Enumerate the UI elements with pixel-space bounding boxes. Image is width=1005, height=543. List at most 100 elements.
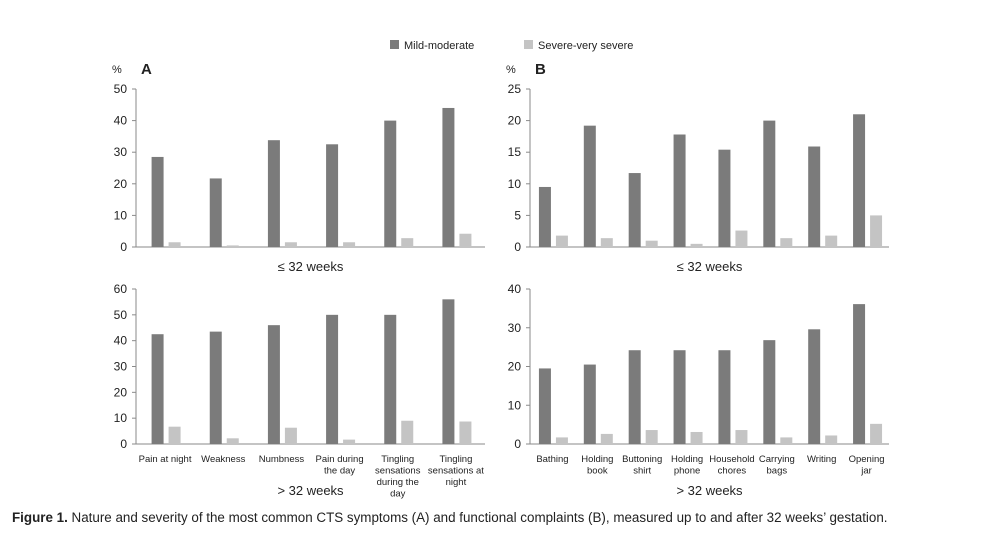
x-axis-label: ≤ 32 weeks	[677, 259, 743, 274]
y-tick-label: 10	[114, 411, 128, 425]
category-label-4: Pain during the day	[316, 454, 364, 477]
bar-severe-5	[401, 420, 414, 444]
y-tick-label: 40	[114, 114, 128, 128]
bar-mild-moderate-5	[718, 350, 731, 444]
category-label-3: Buttoning shirt	[622, 454, 662, 477]
legend: Mild-moderate Severe-very severe	[390, 40, 633, 52]
legend-swatch-1	[390, 40, 399, 49]
bar-severe-8	[870, 423, 883, 444]
category-label-5: Household chores	[709, 454, 754, 477]
bar-severe-3	[284, 242, 297, 247]
bar-severe-4	[343, 242, 356, 247]
bar-severe-3	[645, 240, 658, 247]
bar-mild-moderate-6	[442, 107, 455, 248]
bar-mild-moderate-2	[583, 364, 596, 444]
legend-swatch-2	[524, 40, 533, 49]
y-tick-label: 30	[508, 321, 522, 335]
y-tick-label: 10	[508, 398, 522, 412]
y-unit-label: %	[112, 64, 122, 76]
y-tick-label: 30	[114, 145, 128, 159]
bar-severe-1	[555, 235, 568, 247]
bar-severe-5	[735, 430, 748, 444]
y-tick-label: 50	[114, 82, 128, 96]
bar-severe-6	[780, 437, 793, 444]
bar-severe-1	[168, 242, 181, 247]
bar-mild-moderate-1	[538, 186, 551, 247]
bar-severe-3	[284, 427, 297, 444]
bar-severe-4	[690, 431, 703, 444]
bar-severe-6	[459, 421, 472, 444]
y-tick-label: 0	[514, 437, 521, 451]
bar-severe-8	[870, 215, 883, 247]
bar-severe-7	[825, 235, 838, 247]
figure-canvas: Mild-moderate Severe-very severe 0 10 20 30 4…	[112, 40, 889, 500]
category-label-6: Tingling sensations at night	[428, 454, 484, 488]
y-tick-label: 30	[114, 360, 128, 374]
y-tick-label: 5	[514, 208, 521, 222]
bar-severe-7	[825, 435, 838, 444]
x-axis-label: > 32 weeks	[277, 483, 344, 498]
bar-severe-6	[459, 233, 472, 247]
category-label-5: Tingling sensations during the day	[375, 454, 421, 500]
y-tick-label: 10	[508, 177, 522, 191]
bar-mild-moderate-4	[326, 314, 339, 444]
category-label-7: Writing	[807, 454, 836, 465]
bar-severe-1	[168, 426, 181, 444]
chart-panel-a-bottom: 0 10 20 30 40 50 60 Pain at night Weakness Numbne…	[114, 282, 485, 500]
bar-severe-2	[600, 433, 613, 444]
bar-mild-moderate-7	[808, 329, 821, 444]
y-tick-label: 15	[508, 145, 522, 159]
y-tick-label: 0	[514, 240, 521, 254]
bar-mild-moderate-1	[151, 156, 164, 247]
bar-mild-moderate-3	[628, 173, 641, 247]
bar-mild-moderate-6	[763, 120, 776, 247]
category-label-3: Numbness	[259, 454, 305, 465]
bar-mild-moderate-1	[538, 368, 551, 444]
y-tick-label: 25	[508, 82, 522, 96]
chart-panel-b-top: 0 5 10 15 20 25 B% ≤ 32 weeks	[506, 61, 889, 274]
category-label-4: Holding phone	[671, 454, 703, 477]
y-tick-label: 20	[114, 177, 128, 191]
bar-severe-4	[343, 439, 356, 444]
bar-mild-moderate-8	[853, 114, 866, 247]
x-axis-label: ≤ 32 weeks	[278, 259, 344, 274]
y-tick-label: 0	[120, 437, 127, 451]
bar-mild-moderate-6	[442, 299, 455, 444]
bar-mild-moderate-3	[628, 350, 641, 444]
bar-mild-moderate-2	[583, 125, 596, 247]
bar-mild-moderate-6	[763, 340, 776, 444]
bar-severe-2	[600, 238, 613, 247]
figure-caption: Figure 1. Nature and severity of the mos…	[12, 510, 1002, 525]
chart-panel-b-bottom: 0 10 20 30 40 Bathing Holding book Buttoning shir…	[508, 282, 889, 498]
bar-mild-moderate-3	[267, 140, 280, 247]
panel-label: A	[141, 61, 152, 78]
y-unit-label: %	[506, 64, 516, 76]
category-label-8: Opening jar	[849, 454, 885, 477]
category-label-6: Carrying bags	[759, 454, 795, 477]
category-label-1: Bathing	[536, 454, 568, 465]
bar-mild-moderate-4	[326, 144, 339, 247]
category-label-1: Pain at night	[139, 454, 192, 465]
y-tick-label: 20	[508, 360, 522, 374]
bar-mild-moderate-4	[673, 350, 686, 444]
bar-mild-moderate-4	[673, 134, 686, 247]
bar-severe-3	[645, 430, 658, 444]
y-tick-label: 40	[114, 334, 128, 348]
y-tick-label: 60	[114, 282, 128, 296]
bar-severe-6	[780, 238, 793, 247]
bar-severe-1	[555, 437, 568, 444]
legend-label-2: Severe-very severe	[538, 40, 633, 52]
bar-mild-moderate-3	[267, 325, 280, 444]
category-label-2: Holding book	[581, 454, 613, 477]
bar-severe-2	[226, 245, 239, 247]
category-label-2: Weakness	[201, 454, 245, 465]
y-tick-label: 20	[508, 114, 522, 128]
bar-severe-4	[690, 243, 703, 247]
y-tick-label: 20	[114, 385, 128, 399]
chart-panel-a-top: 0 10 20 30 40 50 A% ≤ 32 weeks	[112, 61, 485, 274]
y-tick-label: 10	[114, 208, 128, 222]
bar-mild-moderate-5	[718, 149, 731, 247]
bar-mild-moderate-2	[209, 331, 222, 444]
bar-mild-moderate-2	[209, 178, 222, 247]
